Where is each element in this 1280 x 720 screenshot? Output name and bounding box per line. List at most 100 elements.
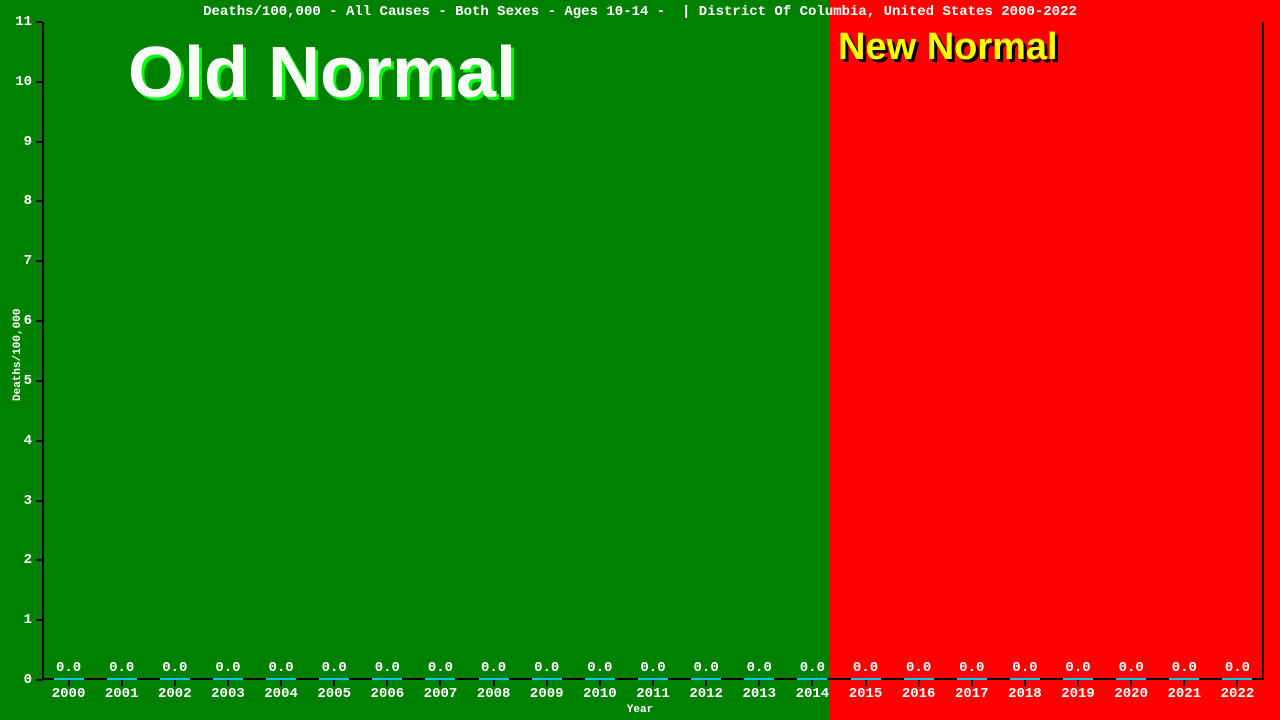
bar: [479, 678, 509, 680]
y-tick-label: 1: [0, 612, 32, 628]
x-tick-label: 2010: [583, 686, 617, 702]
x-tick-label: 2011: [636, 686, 670, 702]
y-tick-label: 4: [0, 433, 32, 449]
x-tick-label: 2012: [689, 686, 723, 702]
y-tick: [36, 440, 42, 442]
bar: [797, 678, 827, 680]
y-axis-label: Deaths/100,000: [12, 309, 24, 401]
bar-value-label: 0.0: [428, 660, 453, 676]
y-tick: [36, 380, 42, 382]
bar-value-label: 0.0: [1012, 660, 1037, 676]
bar: [744, 678, 774, 680]
y-tick: [36, 619, 42, 621]
bar: [851, 678, 881, 680]
x-tick-label: 2002: [158, 686, 192, 702]
x-tick-label: 2022: [1221, 686, 1255, 702]
bar-value-label: 0.0: [694, 660, 719, 676]
bar: [160, 678, 190, 680]
bar-value-label: 0.0: [800, 660, 825, 676]
y-tick: [36, 500, 42, 502]
x-tick-label: 2001: [105, 686, 139, 702]
y-tick: [36, 21, 42, 23]
bar: [638, 678, 668, 680]
x-tick-label: 2019: [1061, 686, 1095, 702]
bar-value-label: 0.0: [56, 660, 81, 676]
bar-value-label: 0.0: [215, 660, 240, 676]
y-tick-label: 0: [0, 672, 32, 688]
bar: [213, 678, 243, 680]
bar-value-label: 0.0: [1065, 660, 1090, 676]
y-tick: [36, 679, 42, 681]
y-axis-right-line: [1262, 22, 1264, 680]
bar-value-label: 0.0: [481, 660, 506, 676]
bar: [1116, 678, 1146, 680]
bg-new-normal: [830, 0, 1280, 720]
bar: [585, 678, 615, 680]
bar: [1063, 678, 1093, 680]
bar: [957, 678, 987, 680]
bar-value-label: 0.0: [640, 660, 665, 676]
bar: [425, 678, 455, 680]
x-tick-label: 2014: [796, 686, 830, 702]
y-tick: [36, 320, 42, 322]
y-tick: [36, 141, 42, 143]
y-tick-label: 11: [0, 14, 32, 30]
x-tick-label: 2017: [955, 686, 989, 702]
y-tick-label: 9: [0, 134, 32, 150]
bar: [904, 678, 934, 680]
bar-value-label: 0.0: [1172, 660, 1197, 676]
y-tick-label: 2: [0, 552, 32, 568]
bar-value-label: 0.0: [162, 660, 187, 676]
bar-value-label: 0.0: [853, 660, 878, 676]
x-tick-label: 2020: [1114, 686, 1148, 702]
x-tick-label: 2009: [530, 686, 564, 702]
chart-title: Deaths/100,000 - All Causes - Both Sexes…: [0, 4, 1280, 20]
x-tick-label: 2008: [477, 686, 511, 702]
new-normal-label: New Normal: [838, 26, 1058, 69]
old-normal-label: Old Normal: [128, 32, 516, 114]
bar-value-label: 0.0: [109, 660, 134, 676]
y-tick: [36, 81, 42, 83]
bar-value-label: 0.0: [959, 660, 984, 676]
x-tick-label: 2015: [849, 686, 883, 702]
y-tick-label: 7: [0, 253, 32, 269]
y-tick: [36, 200, 42, 202]
x-tick-label: 2004: [264, 686, 298, 702]
y-tick-label: 3: [0, 493, 32, 509]
bar: [319, 678, 349, 680]
x-tick-label: 2007: [424, 686, 458, 702]
bar: [691, 678, 721, 680]
bar: [1010, 678, 1040, 680]
bar: [532, 678, 562, 680]
bar-value-label: 0.0: [1119, 660, 1144, 676]
bar: [1222, 678, 1252, 680]
bar-value-label: 0.0: [747, 660, 772, 676]
x-tick-label: 2003: [211, 686, 245, 702]
y-tick-label: 8: [0, 193, 32, 209]
x-tick-label: 2018: [1008, 686, 1042, 702]
x-tick-label: 2016: [902, 686, 936, 702]
bar-value-label: 0.0: [534, 660, 559, 676]
bar-value-label: 0.0: [322, 660, 347, 676]
bar-value-label: 0.0: [906, 660, 931, 676]
x-tick-label: 2006: [371, 686, 405, 702]
y-tick: [36, 260, 42, 262]
bar-value-label: 0.0: [1225, 660, 1250, 676]
bar: [107, 678, 137, 680]
chart-stage: Deaths/100,000 - All Causes - Both Sexes…: [0, 0, 1280, 720]
x-tick-label: 2021: [1167, 686, 1201, 702]
bar: [372, 678, 402, 680]
y-tick-label: 10: [0, 74, 32, 90]
bar-value-label: 0.0: [268, 660, 293, 676]
bar: [266, 678, 296, 680]
x-tick-label: 2013: [742, 686, 776, 702]
x-axis-label: Year: [0, 704, 1280, 716]
x-tick-label: 2005: [317, 686, 351, 702]
y-axis-line: [42, 22, 44, 680]
bar: [1169, 678, 1199, 680]
bar: [54, 678, 84, 680]
y-tick: [36, 559, 42, 561]
x-tick-label: 2000: [52, 686, 86, 702]
bar-value-label: 0.0: [587, 660, 612, 676]
bar-value-label: 0.0: [375, 660, 400, 676]
